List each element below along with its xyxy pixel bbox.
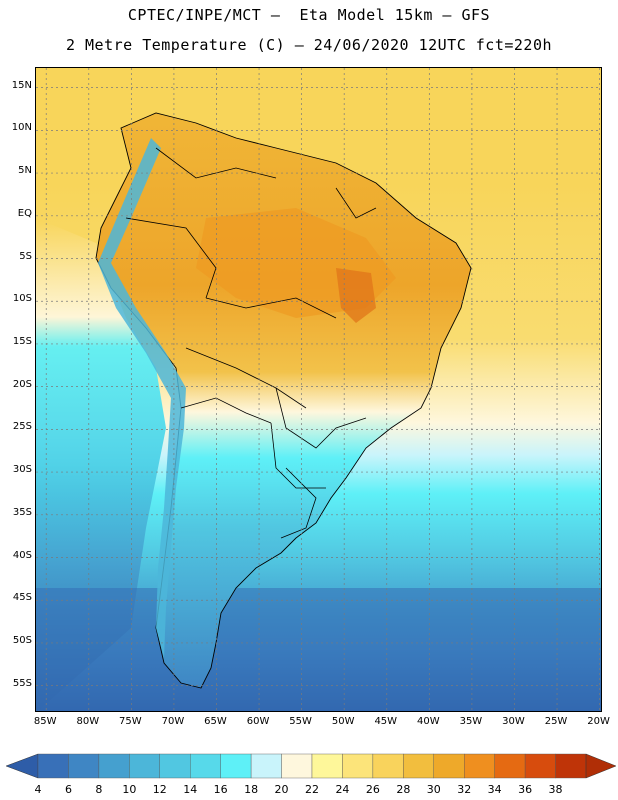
lon-label: 35W: [459, 716, 483, 727]
lat-label: 5S: [19, 250, 32, 262]
lat-label: 25S: [12, 421, 32, 433]
colorbar-label: 36: [518, 783, 533, 796]
lon-label: 75W: [119, 716, 142, 727]
lon-label: 20W: [587, 716, 610, 727]
lon-label: 45W: [374, 716, 398, 727]
lat-label: 55S: [12, 677, 32, 689]
colorbar-swatch: [524, 753, 556, 779]
colorbar-label: 10: [122, 783, 137, 796]
pacific-ocean: [36, 218, 166, 711]
colorbar-swatch: [159, 753, 191, 779]
chart-title-line2: 2 Metre Temperature (C) – 24/06/2020 12U…: [65, 36, 553, 54]
colorbar-label: 26: [365, 783, 380, 796]
chart-title-line1: CPTEC/INPE/MCT – Eta Model 15km – GFS: [127, 6, 491, 24]
lat-label: 30S: [12, 464, 32, 476]
colorbar-swatch: [372, 753, 404, 779]
lon-label: 40W: [417, 716, 440, 727]
colorbar-label: 14: [183, 783, 198, 796]
colorbar-swatch: [37, 753, 69, 779]
lat-label: 15N: [11, 79, 32, 91]
lat-label: EQ: [17, 207, 32, 219]
lat-label: 10S: [12, 293, 32, 305]
colorbar-label: 38: [548, 783, 563, 796]
colorbar-swatch: [311, 753, 343, 779]
colorbar-label: 8: [95, 783, 103, 796]
colorbar-label: 20: [274, 783, 289, 796]
colorbar-swatch: [494, 753, 526, 779]
lon-label: 25W: [544, 716, 568, 727]
colorbar-label: 30: [426, 783, 441, 796]
lon-label: 60W: [246, 716, 270, 727]
colorbar-swatch: [68, 753, 100, 779]
colorbar-swatch: [220, 753, 252, 779]
colorbar-label: 18: [244, 783, 259, 796]
colorbar-label: 28: [396, 783, 411, 796]
lon-label: 65W: [204, 716, 227, 727]
lon-label: 30W: [502, 716, 525, 727]
colorbar-label: 34: [487, 783, 502, 796]
lat-label: 15S: [12, 335, 32, 347]
lat-label: 50S: [12, 634, 32, 646]
colorbar-swatch: [281, 753, 313, 779]
lat-label: 5N: [18, 165, 32, 177]
lat-label: 45S: [12, 592, 32, 604]
colorbar-swatch: [342, 753, 374, 779]
lon-label: 85W: [33, 716, 57, 727]
colorbar-label: 24: [335, 783, 350, 796]
colorbar-swatch: [98, 753, 130, 779]
colorbar-swatch: [403, 753, 434, 779]
colorbar-swatch: [129, 753, 160, 779]
lon-label: 50W: [331, 716, 355, 727]
lon-label: 70W: [161, 716, 185, 727]
colorbar-label: 22: [305, 783, 319, 796]
colorbar-swatch: [555, 753, 587, 779]
colorbar-label: 32: [457, 783, 472, 796]
andes-cold-strip: [98, 138, 186, 658]
hot-patch-central-brazil: [336, 268, 376, 323]
colorbar-label: 12: [152, 783, 167, 796]
color-scale-bar: [5, 753, 617, 779]
colorbar-high-arrow: [585, 753, 617, 779]
colorbar-low-arrow: [5, 753, 39, 779]
lat-label: 40S: [12, 549, 32, 561]
lat-label: 10N: [11, 122, 32, 134]
colorbar-swatch: [250, 753, 282, 779]
colorbar-swatch: [433, 753, 465, 779]
southern-ocean-band: [36, 588, 601, 711]
lat-label: 20S: [12, 378, 32, 390]
temperature-map: [35, 67, 602, 712]
lat-label: 35S: [12, 506, 32, 518]
colorbar-swatch: [190, 753, 221, 779]
lon-label: 80W: [76, 716, 100, 727]
colorbar-swatch: [464, 753, 495, 779]
colorbar-label: 4: [34, 783, 42, 796]
lon-label: 55W: [289, 716, 312, 727]
colorbar-label: 16: [213, 783, 228, 796]
colorbar-label: 6: [64, 783, 72, 796]
